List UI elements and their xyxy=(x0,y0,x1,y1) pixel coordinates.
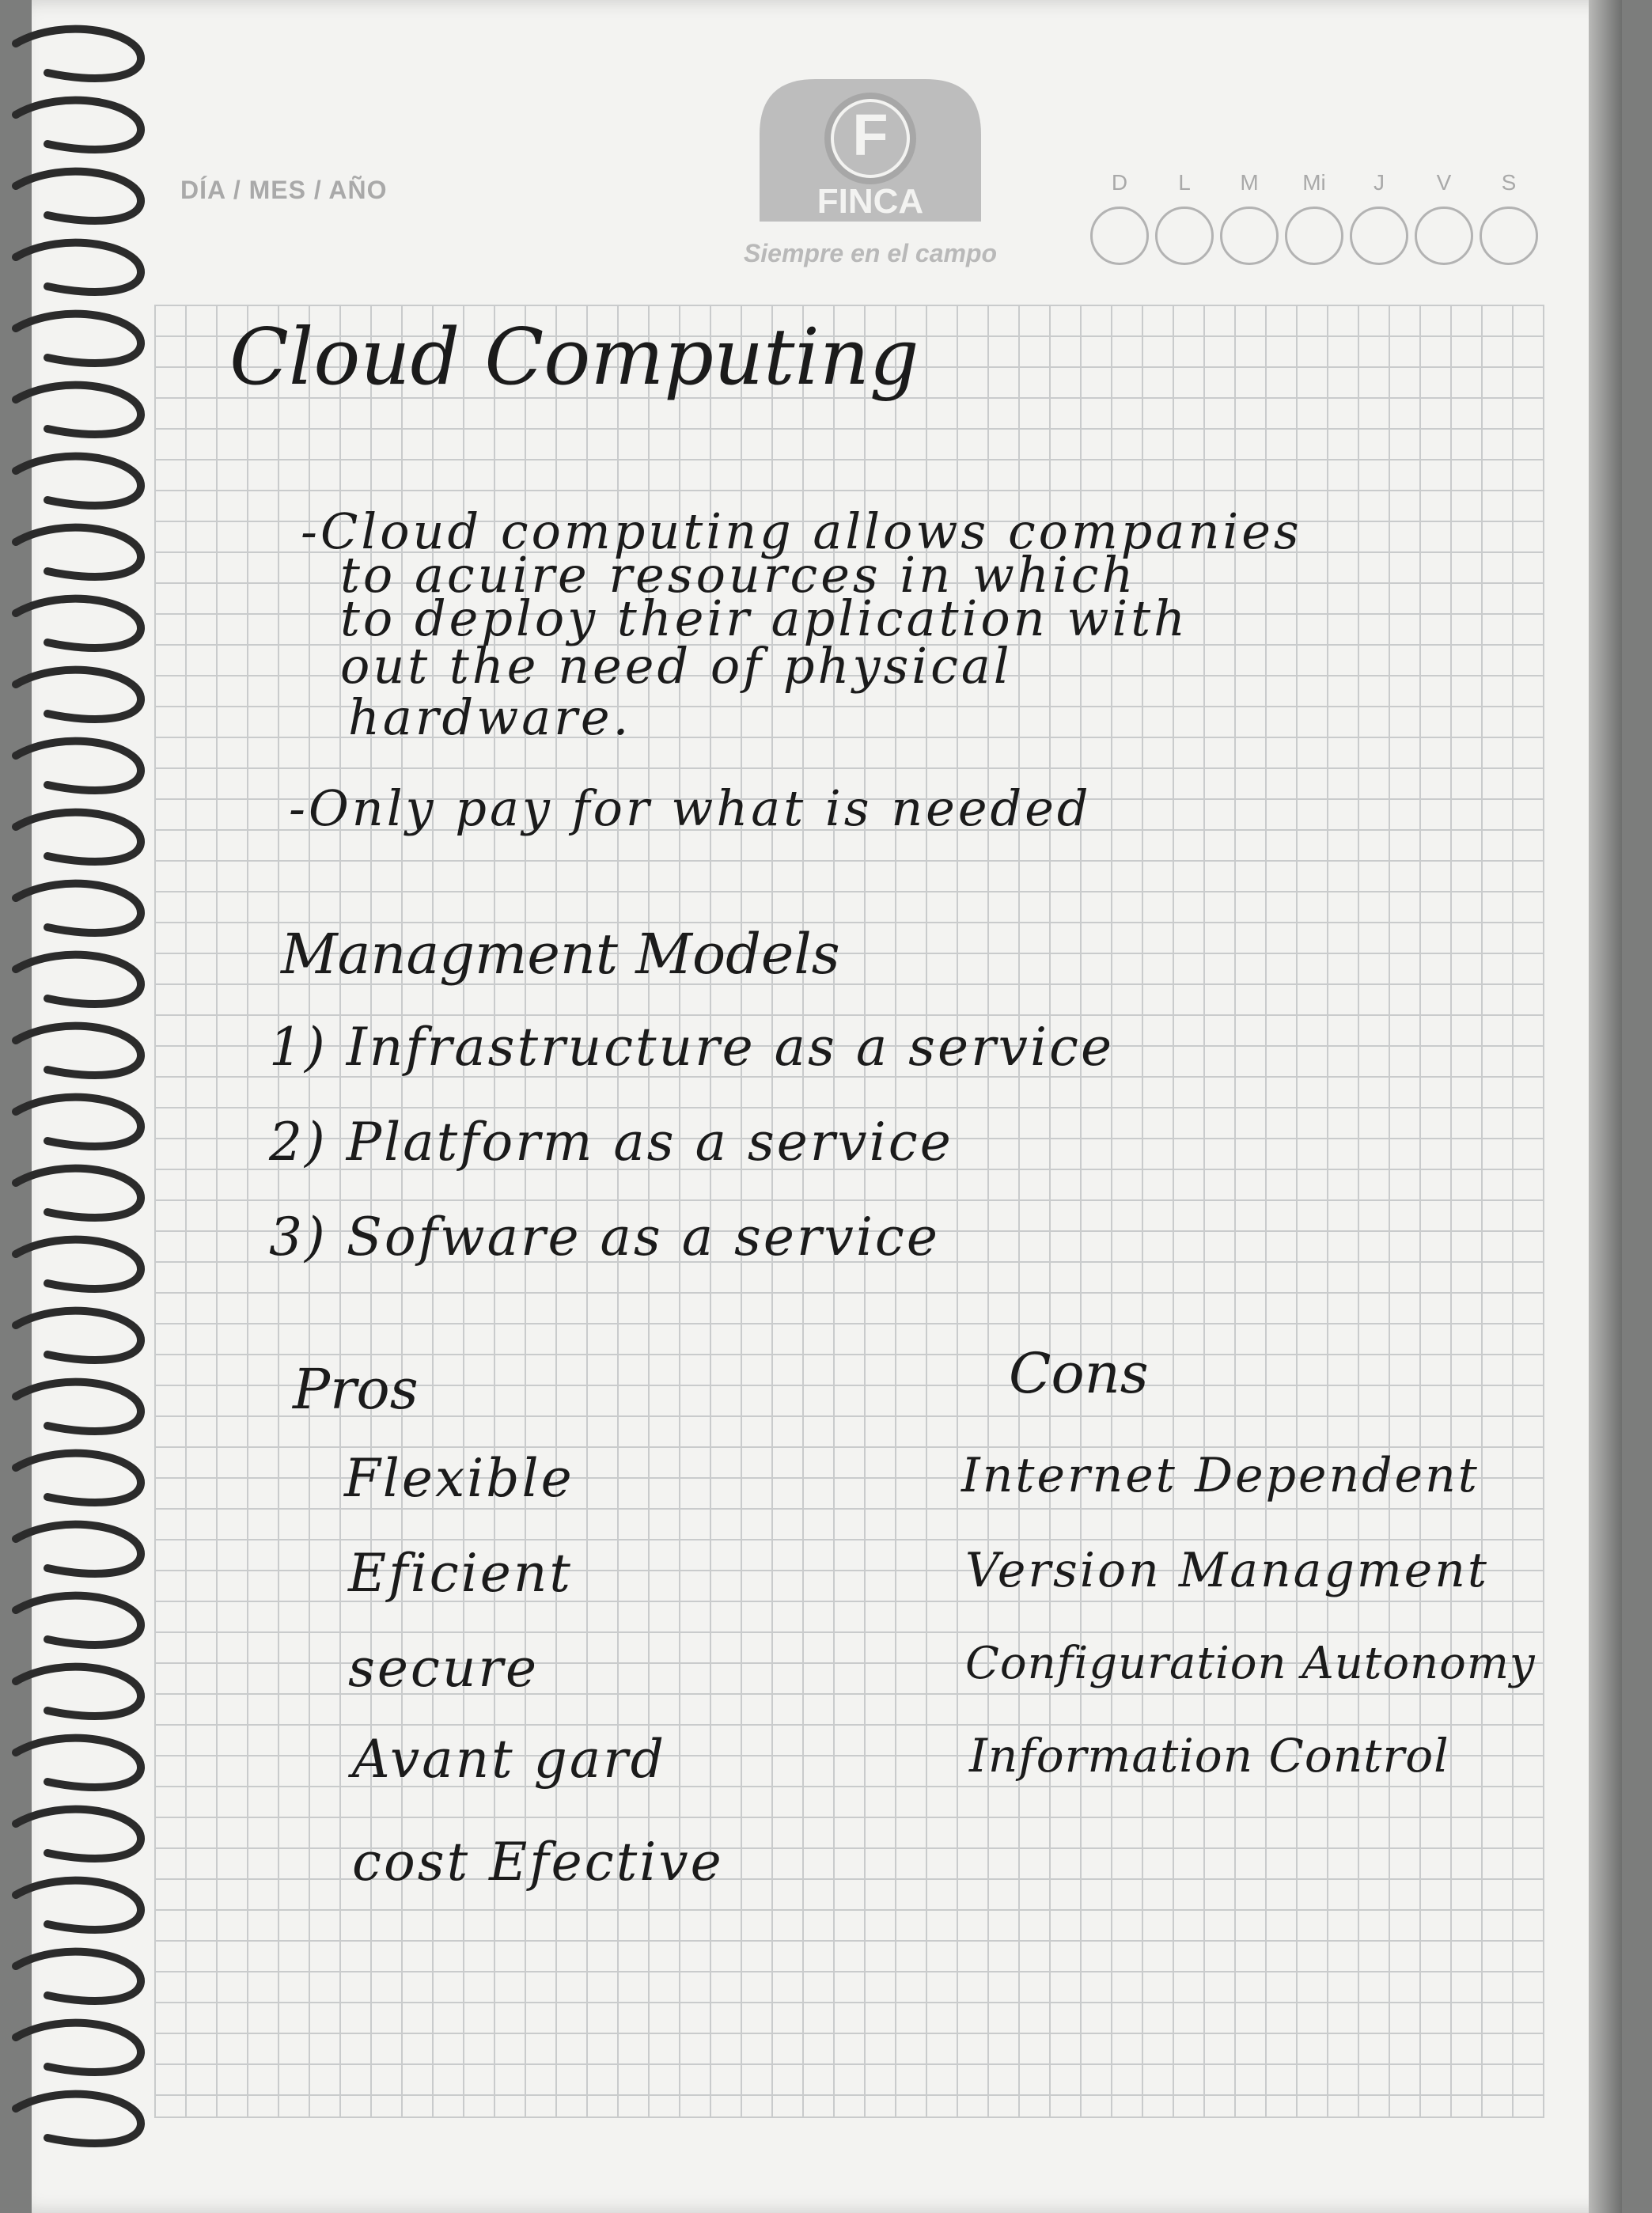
weekday-J[interactable]: J xyxy=(1350,170,1408,265)
cons-heading: Cons xyxy=(1009,1341,1149,1406)
date-label: DÍA / MES / AÑO xyxy=(180,176,388,204)
cons-item: Information Control xyxy=(969,1729,1449,1783)
pros-item: secure xyxy=(348,1638,540,1699)
weekday-Mi[interactable]: Mi xyxy=(1285,170,1343,265)
models-heading: Managment Models xyxy=(281,922,840,987)
day-circle xyxy=(1155,207,1214,265)
day-circle xyxy=(1350,207,1408,265)
pros-item: Eficient xyxy=(348,1543,573,1604)
brand-name: FINCA xyxy=(817,182,924,221)
day-circle xyxy=(1480,207,1538,265)
paragraph-line: to acuire resources in which xyxy=(340,546,1137,604)
cons-item: Version Managment xyxy=(965,1543,1490,1598)
brand-slogan: Siempre en el campo xyxy=(743,239,998,267)
logo-badge-icon xyxy=(760,79,981,222)
grid-area xyxy=(154,305,1544,2118)
weekday-V[interactable]: V xyxy=(1415,170,1473,265)
cons-item: Configuration Autonomy xyxy=(965,1638,1536,1689)
finca-logo: F FINCA Siempre en el campo xyxy=(712,63,1029,277)
day-circle xyxy=(1285,207,1343,265)
model-item: 2) Platform as a service xyxy=(269,1112,953,1173)
day-circle xyxy=(1220,207,1279,265)
bullet-line: -Only pay for what is needed xyxy=(289,779,1092,837)
pros-item: cost Efective xyxy=(352,1832,724,1893)
day-circle xyxy=(1415,207,1473,265)
weekday-D[interactable]: D xyxy=(1090,170,1149,265)
day-circle xyxy=(1090,207,1149,265)
paragraph-line: to deploy their aplication with xyxy=(340,589,1189,647)
weekday-L[interactable]: L xyxy=(1155,170,1214,265)
pros-heading: Pros xyxy=(293,1357,419,1422)
spiral-binding xyxy=(12,25,145,2147)
pros-item: Avant gard xyxy=(352,1729,667,1790)
model-item: 1) Infrastructure as a service xyxy=(269,1017,1115,1078)
paragraph-line: -Cloud computing allows companies xyxy=(301,502,1302,560)
page-edge-shadow xyxy=(1589,0,1622,2213)
weekday-M[interactable]: M xyxy=(1220,170,1279,265)
paragraph-line: out the need of physical xyxy=(340,637,1013,695)
cons-item: Internet Dependent xyxy=(961,1448,1480,1503)
weekday-S[interactable]: S xyxy=(1480,170,1538,265)
paragraph-line: hardware. xyxy=(348,688,632,746)
pros-item: Flexible xyxy=(344,1448,574,1509)
note-title: Cloud Computing xyxy=(229,313,919,403)
logo-letter: F xyxy=(852,102,889,168)
model-item: 3) Sofware as a service xyxy=(269,1207,940,1268)
